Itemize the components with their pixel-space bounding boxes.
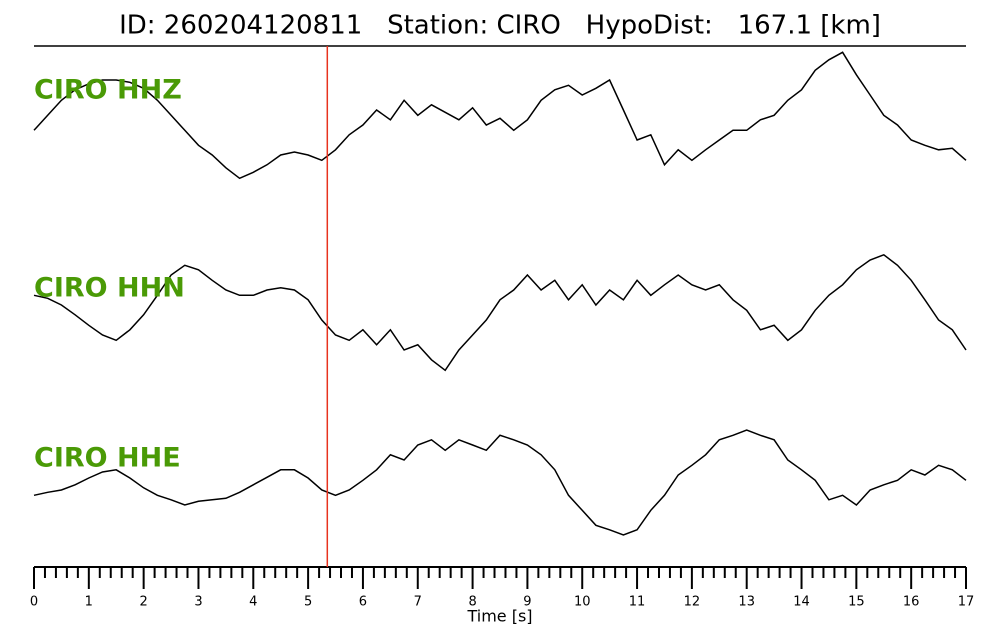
trace-label: CIRO HHN bbox=[34, 273, 185, 304]
x-tick-label: 13 bbox=[738, 595, 755, 610]
x-tick-label: 9 bbox=[523, 595, 531, 610]
x-tick-label: 12 bbox=[684, 595, 701, 610]
x-tick-label: 3 bbox=[194, 595, 202, 610]
trace bbox=[33, 253, 967, 372]
trace bbox=[33, 51, 967, 180]
chart-title: ID: 260204120811 Station: CIRO HypoDist:… bbox=[119, 11, 881, 41]
trace bbox=[33, 429, 967, 536]
x-tick-label: 11 bbox=[629, 595, 646, 610]
x-tick-label: 2 bbox=[140, 595, 148, 610]
x-axis-label: Time [s] bbox=[466, 607, 532, 626]
x-tick-label: 17 bbox=[958, 595, 975, 610]
x-tick-label: 14 bbox=[793, 595, 810, 610]
x-tick-label: 16 bbox=[903, 595, 920, 610]
x-tick-label: 8 bbox=[468, 595, 476, 610]
x-tick-label: 7 bbox=[414, 595, 422, 610]
trace-label: CIRO HHE bbox=[34, 443, 181, 474]
x-tick-label: 10 bbox=[574, 595, 591, 610]
x-tick-label: 5 bbox=[304, 595, 312, 610]
x-tick-label: 15 bbox=[848, 595, 865, 610]
trace-label: CIRO HHZ bbox=[34, 75, 182, 106]
x-tick-label: 1 bbox=[85, 595, 93, 610]
x-tick-label: 0 bbox=[30, 595, 38, 610]
x-tick-label: 6 bbox=[359, 595, 367, 610]
x-tick-label: 4 bbox=[249, 595, 257, 610]
